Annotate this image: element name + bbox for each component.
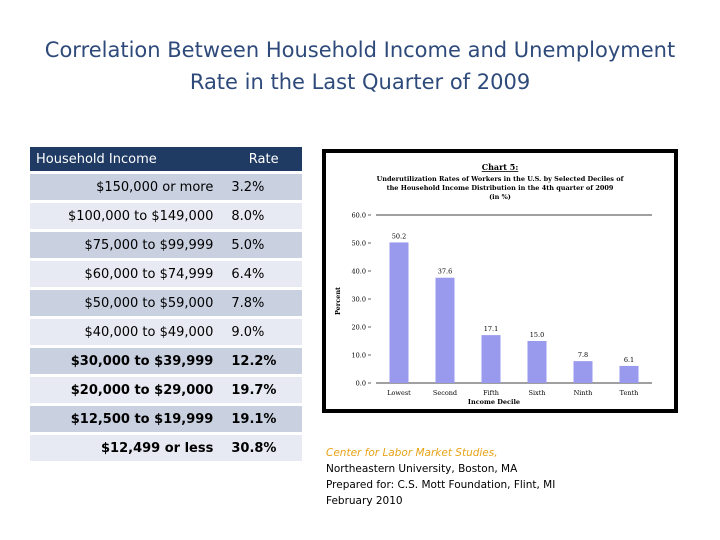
rate-cell: 5.0% (219, 232, 302, 258)
source-note: Center for Labor Market Studies, Northea… (326, 445, 626, 509)
x-axis-label: Income Decile (468, 398, 520, 406)
rate-cell: 12.2% (219, 348, 302, 374)
chart-title-line-2: the Household Income Distribution in the… (387, 184, 614, 192)
source-line-4: February 2010 (326, 495, 403, 507)
bar-value-label: 6.1 (624, 356, 634, 364)
chart-subtitle: (in %) (489, 193, 511, 201)
income-cell: $30,000 to $39,999 (30, 348, 220, 374)
source-line-3: Prepared for: C.S. Mott Foundation, Flin… (326, 479, 556, 491)
bar-value-label: 15.0 (530, 331, 544, 339)
bar (435, 277, 455, 383)
x-tick-label: Tenth (620, 389, 639, 397)
rate-cell: 9.0% (219, 319, 302, 345)
rate-cell: 7.8% (219, 290, 302, 316)
rate-cell: 19.1% (219, 406, 302, 432)
x-tick-label: Sixth (529, 389, 546, 397)
table-row: $60,000 to $74,999 6.4% (30, 261, 302, 287)
source-line-2: Northeastern University, Boston, MA (326, 463, 518, 475)
table-row: $150,000 or more 3.2% (30, 174, 302, 200)
chart-label: Chart 5: (482, 162, 519, 172)
rate-cell: 3.2% (219, 174, 302, 200)
x-tick-label: Ninth (574, 389, 593, 397)
header-household-income: Household Income (30, 147, 220, 171)
chart-frame: Chart 5: Underutilization Rates of Worke… (322, 149, 678, 413)
table-row: $100,000 to $149,000 8.0% (30, 203, 302, 229)
chart-title-line-1: Underutilization Rates of Workers in the… (377, 175, 625, 183)
bar-chart: Chart 5: Underutilization Rates of Worke… (334, 162, 652, 406)
income-rate-table: Household Income Rate $150,000 or more 3… (30, 144, 302, 464)
table-row: $12,500 to $19,999 19.1% (30, 406, 302, 432)
y-tick-label: 30.0 (352, 296, 366, 304)
bar-value-label: 37.6 (438, 268, 452, 276)
income-cell: $60,000 to $74,999 (30, 261, 220, 287)
chart-panel: Chart 5: Underutilization Rates of Worke… (326, 153, 674, 409)
y-tick-label: 10.0 (352, 352, 366, 360)
income-cell: $20,000 to $29,000 (30, 377, 220, 403)
income-cell: $100,000 to $149,000 (30, 203, 220, 229)
x-tick-label: Second (433, 389, 457, 397)
bar-value-label: 7.8 (578, 351, 588, 359)
bar (573, 361, 593, 383)
income-cell: $12,499 or less (30, 435, 220, 461)
bar (389, 242, 409, 383)
y-tick-label: 0.0 (356, 380, 366, 388)
x-tick-label: Fifth (483, 389, 499, 397)
table-row: $30,000 to $39,999 12.2% (30, 348, 302, 374)
income-cell: $150,000 or more (30, 174, 220, 200)
y-tick-label: 50.0 (352, 240, 366, 248)
income-cell: $50,000 to $59,000 (30, 290, 220, 316)
table-header-row: Household Income Rate (30, 147, 302, 171)
bar (481, 335, 501, 383)
y-tick-label: 40.0 (352, 268, 366, 276)
table-row: $40,000 to $49,000 9.0% (30, 319, 302, 345)
table-row: $20,000 to $29,000 19.7% (30, 377, 302, 403)
header-rate: Rate (219, 147, 302, 171)
bar-value-label: 50.2 (392, 232, 406, 240)
rate-cell: 6.4% (219, 261, 302, 287)
table-row: $12,499 or less 30.8% (30, 435, 302, 461)
y-axis-label: Percent (334, 287, 342, 315)
table-row: $50,000 to $59,000 7.8% (30, 290, 302, 316)
slide-title: Correlation Between Household Income and… (44, 38, 676, 94)
rate-cell: 8.0% (219, 203, 302, 229)
bar (619, 365, 639, 383)
bar-value-label: 17.1 (484, 325, 498, 333)
y-tick-label: 20.0 (352, 324, 366, 332)
income-cell: $75,000 to $99,999 (30, 232, 220, 258)
bar (527, 341, 547, 383)
rate-cell: 30.8% (219, 435, 302, 461)
rate-cell: 19.7% (219, 377, 302, 403)
x-tick-label: Lowest (387, 389, 411, 397)
income-cell: $40,000 to $49,000 (30, 319, 220, 345)
y-tick-label: 60.0 (352, 212, 366, 220)
income-cell: $12,500 to $19,999 (30, 406, 220, 432)
table-row: $75,000 to $99,999 5.0% (30, 232, 302, 258)
source-line-1: Center for Labor Market Studies, (326, 447, 498, 459)
